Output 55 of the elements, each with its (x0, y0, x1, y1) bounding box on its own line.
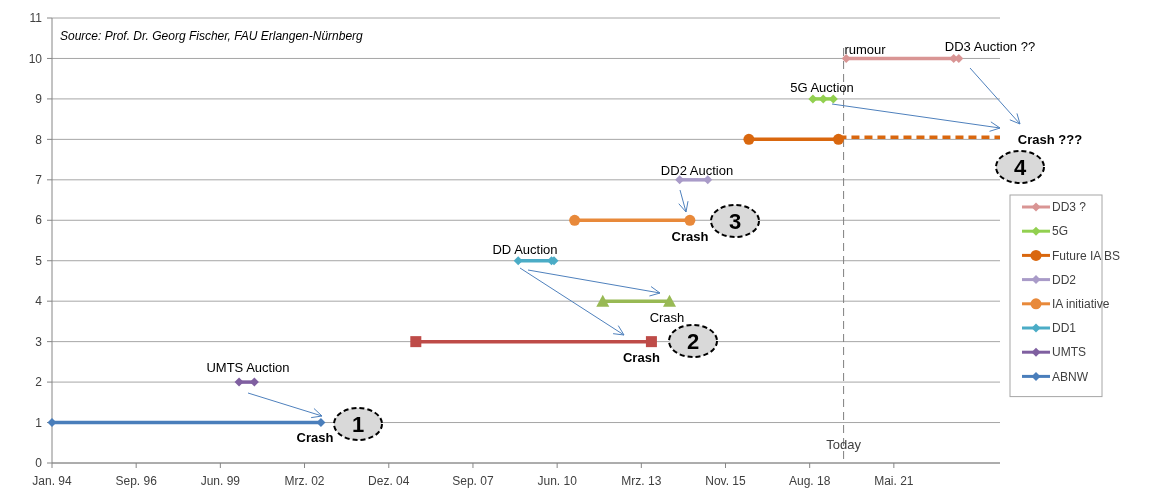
annotation: Crash (622, 350, 660, 366)
x-tick-label: Jun. 10 (537, 474, 578, 488)
y-tick-label: 6 (35, 213, 43, 228)
legend-label: 5G (1052, 224, 1069, 239)
annotation: Crash (671, 228, 709, 244)
legend-label: UMTS (1052, 345, 1086, 360)
legend-label: DD1 (1052, 321, 1077, 336)
y-tick-label: 8 (35, 132, 43, 147)
x-tick-label: Jun. 99 (200, 474, 241, 488)
legend-label: Future IA BS (1052, 248, 1121, 263)
y-tick-label: 11 (29, 11, 43, 26)
annotation: 2 (686, 328, 700, 354)
x-tick-label: Nov. 15 (705, 474, 747, 488)
x-tick-label: Jan. 94 (32, 474, 72, 488)
x-tick-label: Aug. 18 (788, 474, 831, 488)
point (743, 133, 755, 145)
point (410, 336, 422, 348)
annotation: 3 (728, 208, 742, 234)
point (645, 336, 657, 348)
annotation: DD Auction (492, 241, 558, 257)
y-tick-label: 10 (28, 51, 43, 66)
ref-line-label: Today (826, 437, 862, 452)
legend-label: DD2 (1052, 272, 1077, 287)
y-tick-label: 9 (35, 92, 43, 107)
legend-label: DD3 ? (1052, 200, 1087, 215)
text: Crash ??? (1017, 131, 1083, 147)
annotation: 5G Auction (790, 79, 854, 95)
x-tick-label: Mai. 21 (874, 474, 914, 488)
annotation: Crash (296, 429, 334, 445)
x-tick-label: Mrz. 02 (284, 474, 325, 488)
annotation: Crash (649, 309, 685, 325)
y-tick-label: 7 (35, 173, 43, 188)
y-tick-label: 1 (35, 415, 43, 430)
point (513, 256, 523, 266)
annotation: Source: Prof. Dr. Georg Fischer, FAU Erlangen-Nürnberg (60, 29, 364, 43)
point (569, 214, 581, 226)
y-tick-label: 5 (35, 253, 43, 268)
annotation: UMTS Auction (206, 359, 290, 375)
legend-label: IA initiative (1052, 297, 1110, 311)
x-tick-label: Sep. 96 (115, 474, 158, 488)
text: 4 (1013, 154, 1027, 180)
x-tick-label: Mrz. 13 (621, 474, 662, 488)
x-tick-label: Dez. 04 (368, 474, 410, 488)
legend-label: ABNW (1052, 369, 1089, 384)
annotation: DD3 Auction ?? (944, 38, 1036, 54)
annotation: DD2 Auction (660, 162, 734, 178)
y-tick-label: 2 (35, 375, 43, 390)
point (684, 214, 696, 226)
y-tick-label: 3 (35, 334, 43, 349)
annotation: 1 (351, 411, 365, 437)
y-tick-label: 0 (35, 456, 43, 471)
x-tick-label: Sep. 07 (452, 474, 494, 488)
annotation: rumour (844, 41, 887, 57)
y-tick-label: 4 (35, 294, 43, 309)
point (234, 377, 244, 387)
